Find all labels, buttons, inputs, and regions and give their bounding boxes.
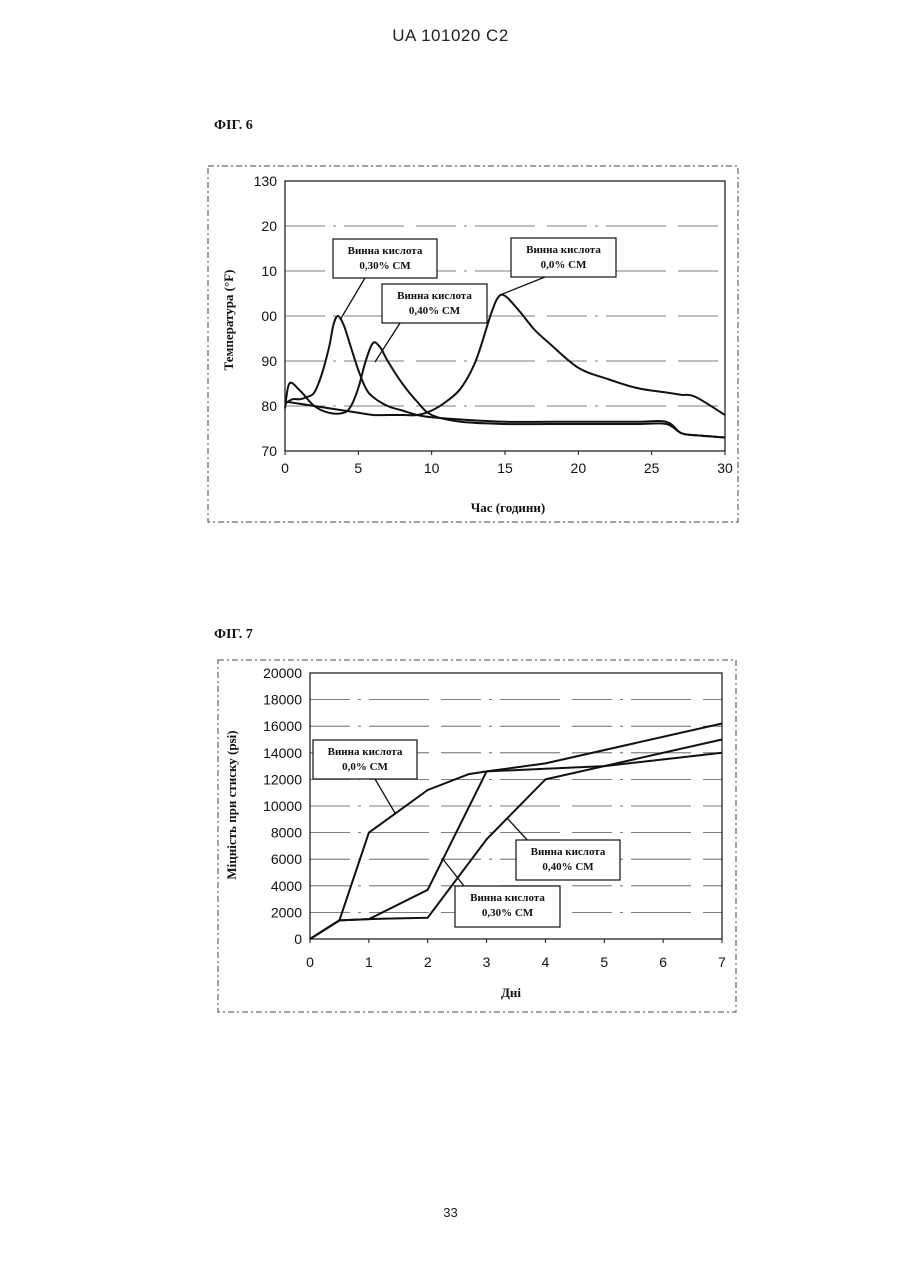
callout-text: 0,0% СМ xyxy=(342,761,388,773)
y-tick-label: 14000 xyxy=(263,745,302,761)
callout-box: Винна кислота 0,0% СМ xyxy=(313,740,417,813)
y-tick-label: 80 xyxy=(261,398,277,414)
x-tick-label: 0 xyxy=(306,954,314,970)
x-tick-label: 0 xyxy=(281,460,289,476)
y-tick-label: 90 xyxy=(261,353,277,369)
series-line-1 xyxy=(285,316,725,438)
callout-text: 0,0% СМ xyxy=(541,259,587,271)
series-line-2 xyxy=(285,342,725,437)
document-header: UA 101020 C2 xyxy=(0,26,901,46)
y-tick-label: 20 xyxy=(261,218,277,234)
y-tick-label: 6000 xyxy=(271,851,302,867)
figure-7-chart: 0 2000 4000 6000 8000 10000 12000 14000 16000 180… xyxy=(210,655,745,1020)
callout-text: Винна кислота xyxy=(470,892,545,904)
figure-6-label: ФІГ. 6 xyxy=(214,118,253,134)
y-tick-label: 8000 xyxy=(271,825,302,841)
y-axis-label: Температура (°F) xyxy=(221,270,236,371)
callout-text: Винна кислота xyxy=(348,245,423,257)
x-tick-label: 7 xyxy=(718,954,726,970)
callout-text: Винна кислота xyxy=(397,290,472,302)
figure-7-label: ФІГ. 7 xyxy=(214,627,253,643)
callout-text: Винна кислота xyxy=(531,846,606,858)
x-tick-label: 4 xyxy=(542,954,550,970)
x-tick-label: 1 xyxy=(365,954,373,970)
callout-text: 0,40% СМ xyxy=(542,861,594,873)
x-tick-label: 6 xyxy=(659,954,667,970)
y-tick-label: 10000 xyxy=(263,798,302,814)
patent-page: UA 101020 C2 ФІГ. 6 70809000102013005101… xyxy=(0,0,901,1273)
y-axis-label: Міцність при стиску (psi) xyxy=(224,730,239,879)
x-tick-label: 2 xyxy=(424,954,432,970)
x-tick-label: 15 xyxy=(497,460,513,476)
callout-leader xyxy=(375,779,395,813)
y-tick-label: 130 xyxy=(254,173,278,189)
callout-text: Винна кислота xyxy=(526,244,601,256)
figure-6-chart: 70 80 90 00 10 20 130 0 5 10 15 20 25 30 Час (години)… xyxy=(200,160,745,530)
series-line-3 xyxy=(285,295,725,416)
callout-box: Винна кислота 0,40% СМ xyxy=(507,818,620,880)
x-tick-label: 10 xyxy=(424,460,440,476)
y-tick-label: 0 xyxy=(294,931,302,947)
callout-leader xyxy=(507,818,530,843)
callout-leader xyxy=(340,278,365,320)
page-number: 33 xyxy=(0,1205,901,1220)
y-tick-label: 00 xyxy=(261,308,277,324)
callout-text: Винна кислота xyxy=(328,746,403,758)
callout-text: 0,30% СМ xyxy=(359,260,411,272)
x-tick-label: 25 xyxy=(644,460,660,476)
x-tick-label: 5 xyxy=(354,460,362,476)
x-tick-label: 5 xyxy=(600,954,608,970)
x-tick-label: 20 xyxy=(571,460,587,476)
callout-box: Винна кислота 0,0% СМ xyxy=(500,238,616,295)
callout-text: 0,30% СМ xyxy=(482,907,534,919)
x-axis-label: Дні xyxy=(501,985,521,1000)
x-axis-label: Час (години) xyxy=(471,500,545,515)
callout-leader xyxy=(500,277,545,295)
x-tick-label: 3 xyxy=(483,954,491,970)
y-tick-label: 70 xyxy=(261,443,277,459)
y-tick-label: 10 xyxy=(261,263,277,279)
callout-text: 0,40% СМ xyxy=(409,305,461,317)
y-tick-label: 20000 xyxy=(263,665,302,681)
y-tick-label: 4000 xyxy=(271,878,302,894)
callout-leader xyxy=(375,323,400,362)
y-tick-label: 16000 xyxy=(263,718,302,734)
y-tick-label: 18000 xyxy=(263,692,302,708)
y-tick-label: 2000 xyxy=(271,904,302,920)
callout-box: Винна кислота 0,40% СМ xyxy=(375,284,487,362)
y-tick-label: 12000 xyxy=(263,771,302,787)
x-tick-label: 30 xyxy=(717,460,733,476)
